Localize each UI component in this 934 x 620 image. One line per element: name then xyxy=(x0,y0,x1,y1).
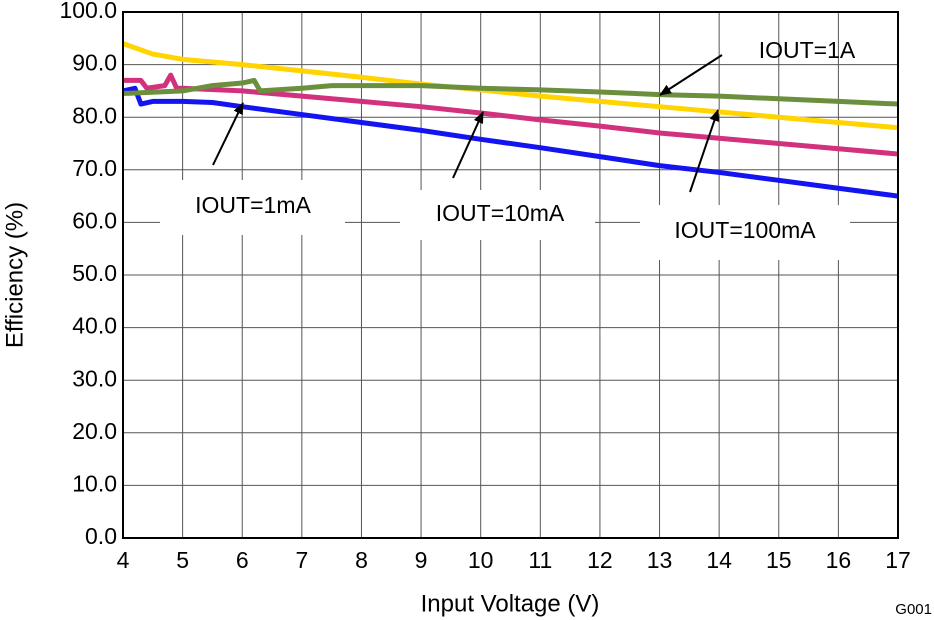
x-tick-label: 7 xyxy=(295,547,308,573)
label-box xyxy=(400,190,595,240)
y-tick-label: 10.0 xyxy=(72,470,117,496)
x-tick-label: 16 xyxy=(826,547,852,573)
y-tick-label: 50.0 xyxy=(72,260,117,286)
legend-label: IOUT=100mA xyxy=(674,217,816,243)
y-tick-label: 100.0 xyxy=(59,0,117,23)
x-tick-label: 5 xyxy=(176,547,189,573)
x-tick-label: 11 xyxy=(528,547,552,573)
y-tick-label: 30.0 xyxy=(72,365,117,391)
y-tick-label: 70.0 xyxy=(72,155,117,181)
series-line xyxy=(123,85,898,199)
y-tick-label: 40.0 xyxy=(72,313,117,339)
x-tick-label: 9 xyxy=(415,547,428,573)
x-tick-label: 14 xyxy=(706,547,732,573)
annotation-arrow xyxy=(689,109,720,193)
x-tick-label: 10 xyxy=(468,547,494,573)
label-box xyxy=(160,180,345,235)
x-tick-label: 15 xyxy=(766,547,792,573)
x-tick-label: 8 xyxy=(355,547,368,573)
annotation-arrow xyxy=(659,54,723,96)
x-tick-label: 4 xyxy=(117,547,130,573)
legend-label: IOUT=1mA xyxy=(195,192,311,218)
x-axis-label: Input Voltage (V) xyxy=(421,590,600,617)
x-tick-label: 17 xyxy=(885,547,911,573)
y-tick-label: 80.0 xyxy=(72,102,117,128)
x-tick-label: 6 xyxy=(236,547,249,573)
x-tick-label: 12 xyxy=(587,547,613,573)
x-tick-label: 13 xyxy=(647,547,673,573)
legend-label: IOUT=1A xyxy=(759,37,856,63)
y-tick-label: 60.0 xyxy=(72,207,117,233)
plot-frame xyxy=(122,11,899,539)
y-tick-label: 20.0 xyxy=(72,418,117,444)
legend-label: IOUT=10mA xyxy=(436,200,565,226)
y-axis-label: Efficiency (%) xyxy=(1,202,28,348)
figure-id: G001 xyxy=(895,601,932,618)
series-line xyxy=(123,77,898,107)
annotation-arrow xyxy=(452,111,484,179)
series-line xyxy=(123,72,898,157)
label-box xyxy=(640,205,850,260)
y-tick-label: 0.0 xyxy=(85,523,117,549)
annotation-arrow xyxy=(212,102,244,166)
y-tick-label: 90.0 xyxy=(72,50,117,76)
